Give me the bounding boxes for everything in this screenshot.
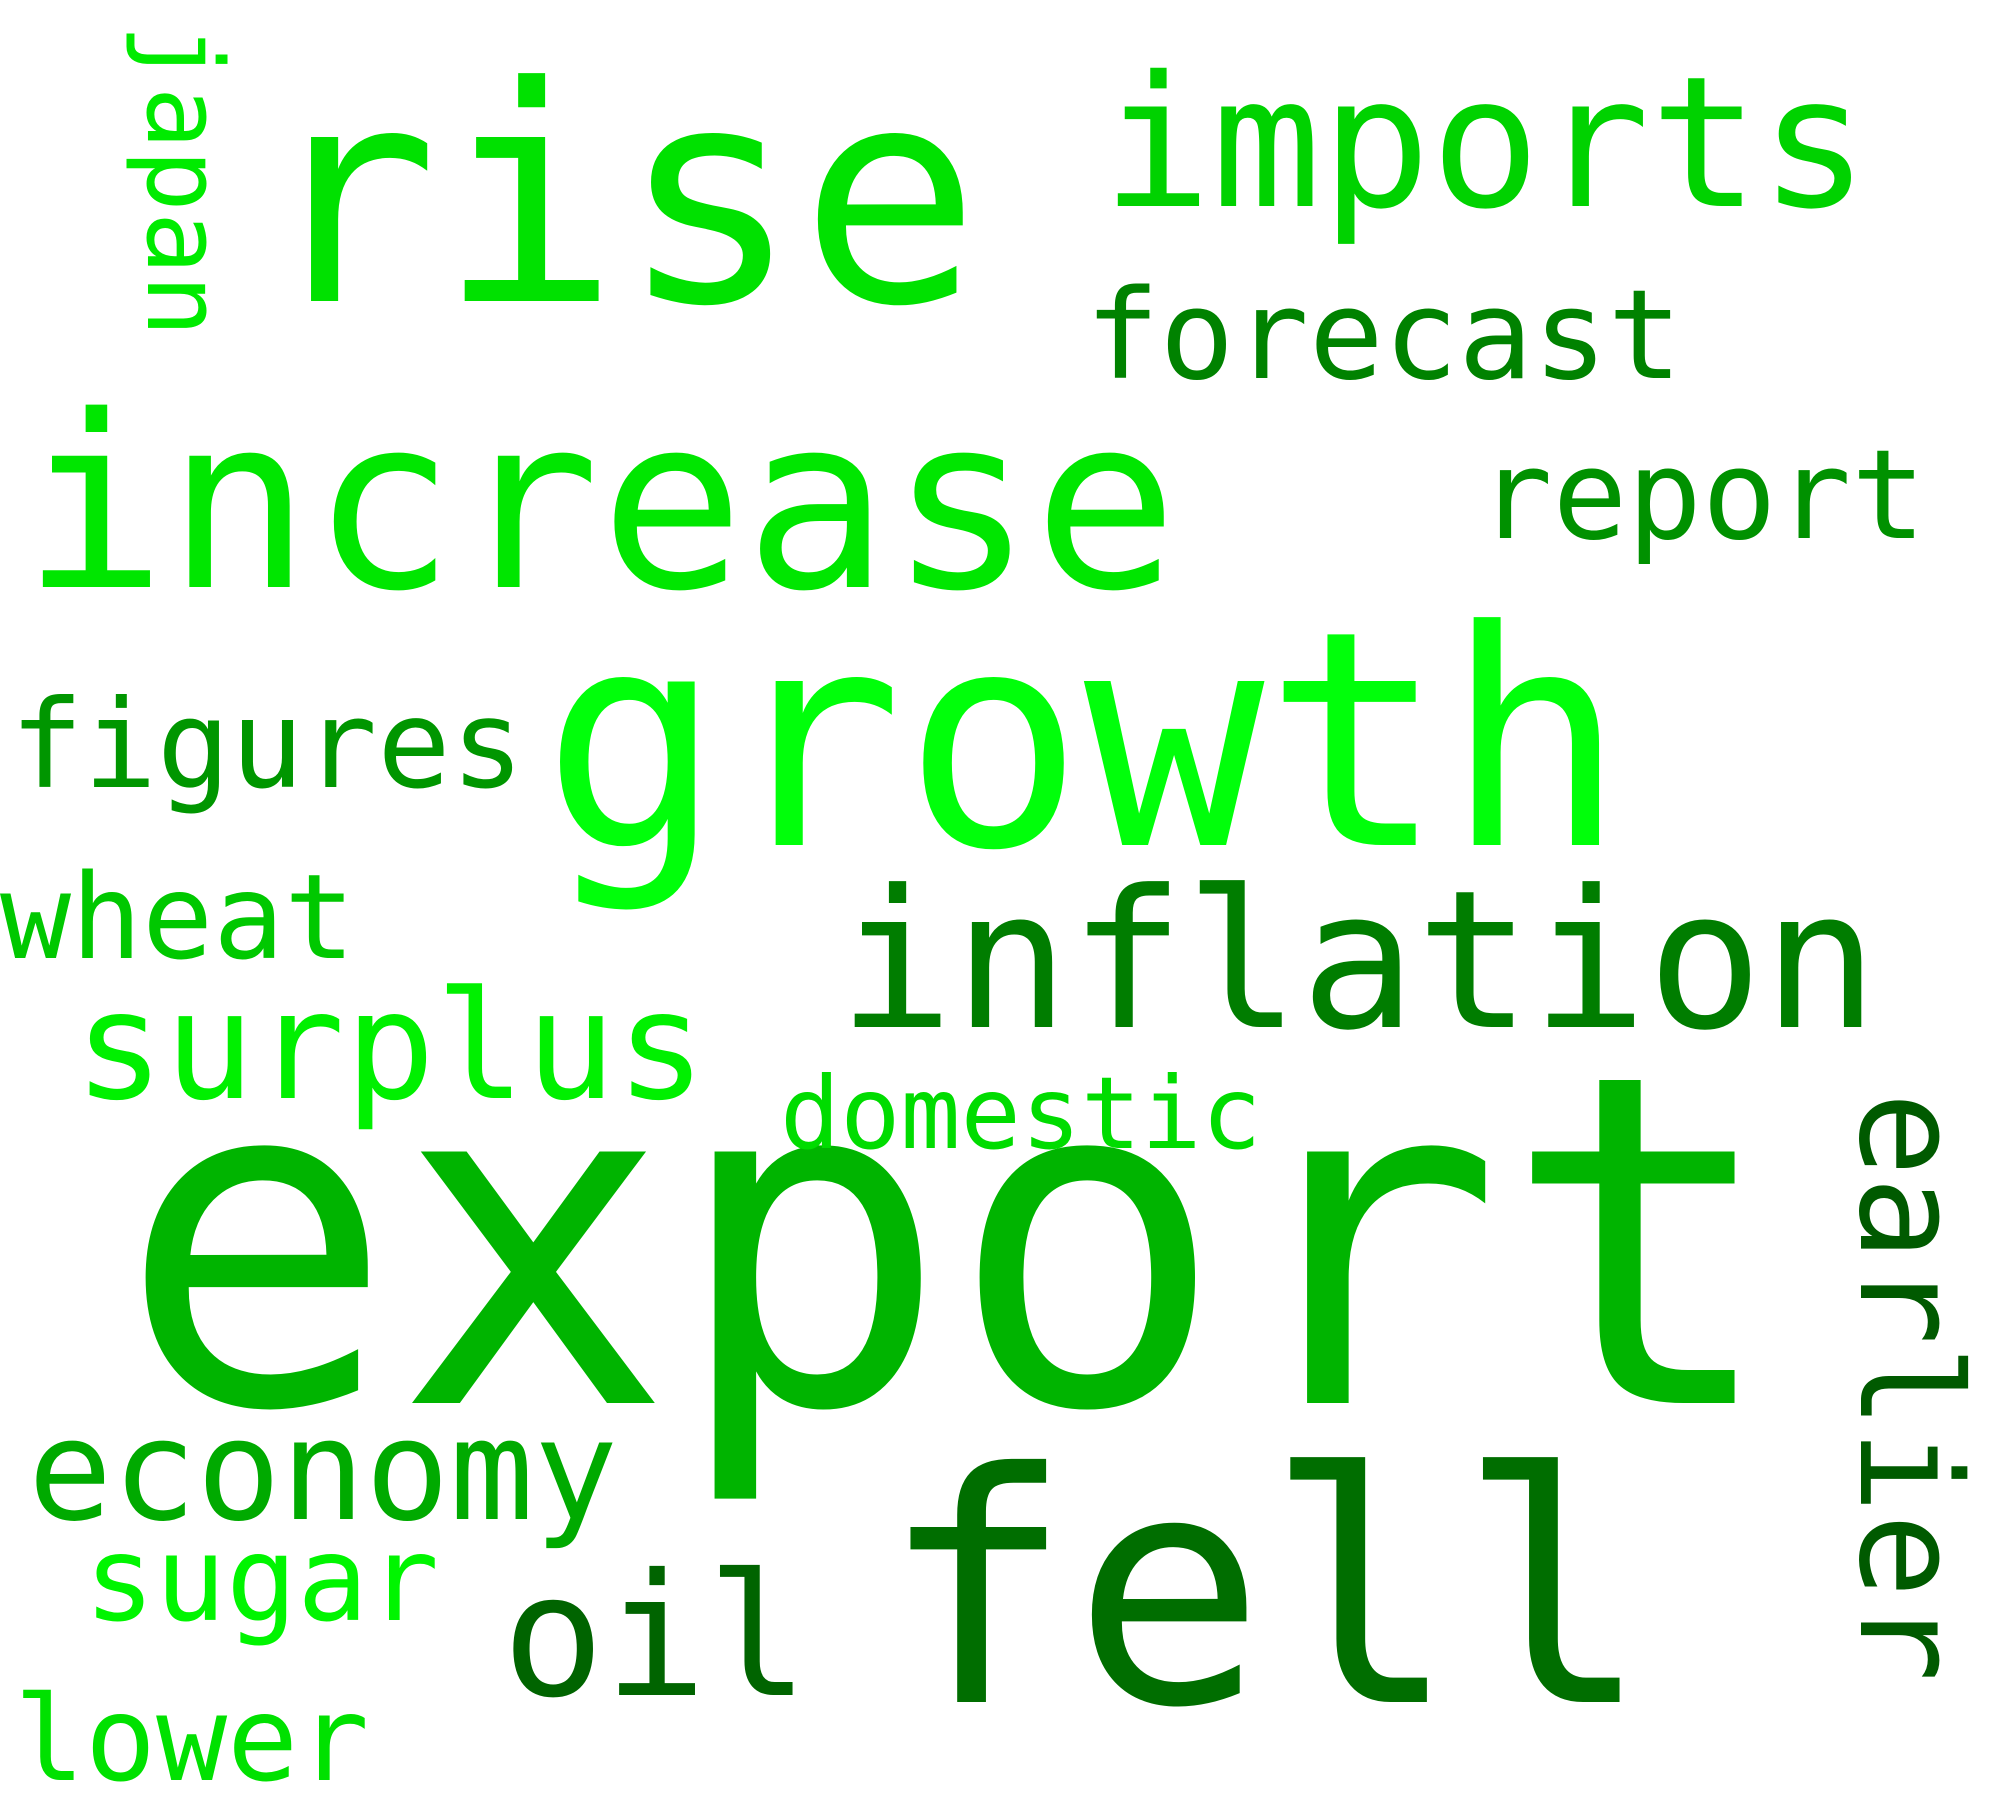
word-forecast: forecast	[1085, 264, 1683, 408]
word-figures: figures	[10, 674, 525, 816]
word-growth: growth	[542, 567, 1626, 916]
word-oil: oil	[502, 1538, 810, 1736]
word-increase: increase	[22, 364, 1178, 644]
word-rise: rise	[258, 23, 981, 372]
word-export: export	[118, 977, 1780, 1512]
word-report: report	[1478, 424, 1926, 568]
word-earlier: earlier	[1827, 1092, 1990, 1683]
word-lower: lower	[14, 1670, 370, 1800]
word-inflation: inflation	[838, 850, 1879, 1073]
word-sugar: sugar	[84, 1510, 440, 1648]
word-wheat: wheat	[0, 848, 356, 986]
word-japan: japan	[123, 24, 245, 338]
word-economy: economy	[28, 1390, 619, 1553]
word-domestic: domestic	[780, 1055, 1262, 1172]
word-fell: fell	[880, 1406, 1651, 1778]
word-surplus: surplus	[74, 960, 707, 1134]
word-imports: imports	[1102, 37, 1870, 249]
